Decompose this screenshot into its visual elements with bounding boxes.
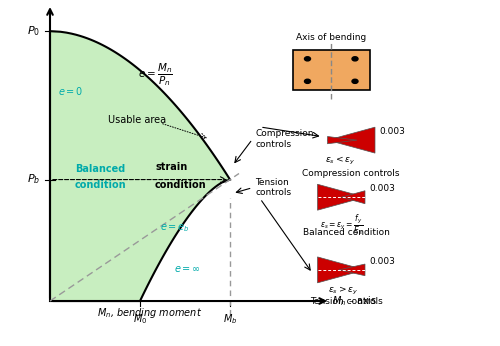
Text: Tension controls: Tension controls (310, 297, 382, 306)
Text: $M_n$ – axis: $M_n$ – axis (332, 294, 378, 308)
Polygon shape (341, 191, 365, 204)
Text: condition: condition (155, 180, 206, 190)
Text: $M_0$: $M_0$ (133, 312, 147, 326)
Text: $e = \infty$: $e = \infty$ (174, 264, 201, 274)
Circle shape (352, 79, 358, 83)
Text: condition: condition (74, 180, 126, 190)
Text: $\epsilon_s = \epsilon_y = \dfrac{f_y}{E_s}$: $\epsilon_s = \epsilon_y = \dfrac{f_y}{E… (320, 212, 364, 237)
Text: $P_0$: $P_0$ (27, 24, 40, 38)
Text: $P_b$: $P_b$ (26, 173, 40, 186)
Text: 0.003: 0.003 (369, 184, 395, 193)
Polygon shape (318, 184, 365, 210)
Text: $\epsilon_s < \epsilon_y$: $\epsilon_s < \epsilon_y$ (325, 155, 355, 167)
Text: $\epsilon_s > \epsilon_y$: $\epsilon_s > \epsilon_y$ (328, 284, 358, 297)
Text: $e = \dfrac{M_n}{P_n}$: $e = \dfrac{M_n}{P_n}$ (138, 61, 172, 88)
Polygon shape (328, 137, 357, 144)
Circle shape (304, 79, 310, 83)
Text: Usable area: Usable area (108, 115, 166, 125)
Polygon shape (339, 264, 365, 276)
Text: Tension
controls: Tension controls (255, 178, 291, 197)
Polygon shape (328, 127, 375, 153)
Polygon shape (318, 257, 365, 283)
Text: $M_n$, bending moment: $M_n$, bending moment (98, 306, 202, 320)
Text: 0.003: 0.003 (369, 257, 395, 266)
Text: $M_b$: $M_b$ (223, 312, 237, 326)
Text: Balanced: Balanced (75, 164, 125, 174)
Text: $e = 0$: $e = 0$ (58, 84, 83, 97)
Text: strain: strain (155, 162, 187, 172)
Circle shape (304, 57, 310, 61)
Bar (292, 50, 370, 90)
Polygon shape (50, 31, 230, 301)
Circle shape (352, 57, 358, 61)
Text: Compression
controls: Compression controls (255, 129, 314, 149)
Text: Axis of bending: Axis of bending (296, 33, 366, 42)
Text: Compression controls: Compression controls (302, 169, 400, 178)
Text: $e = e_b$: $e = e_b$ (160, 222, 190, 234)
Text: 0.003: 0.003 (379, 127, 405, 136)
Text: Balanced condition: Balanced condition (303, 228, 390, 237)
